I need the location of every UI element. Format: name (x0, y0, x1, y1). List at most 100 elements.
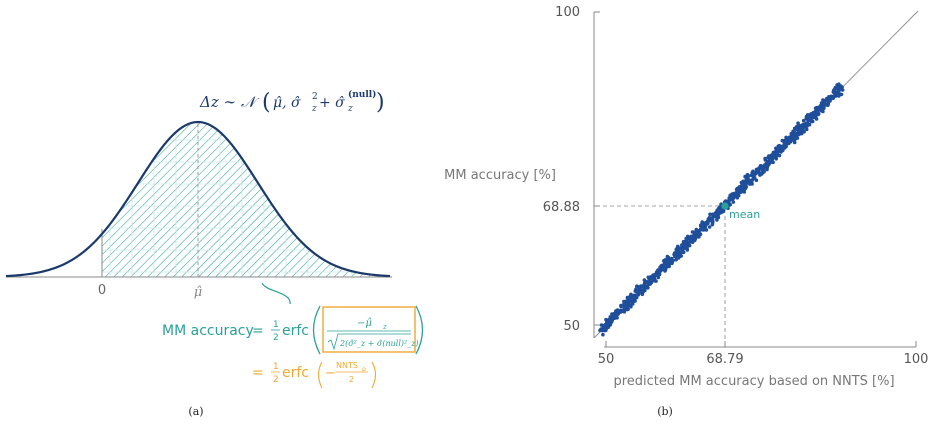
scatter-point (710, 215, 715, 220)
scatter-point (633, 295, 638, 299)
nnts-num: NNTS (336, 361, 358, 370)
scatter-point (763, 156, 767, 161)
scatter-point (743, 174, 747, 179)
scatter-point (774, 147, 779, 151)
scatter-point (657, 268, 661, 273)
scatter-point (695, 230, 700, 234)
scatter-point (736, 190, 740, 195)
scatter-point (735, 195, 740, 200)
sqrt-sign (327, 333, 411, 351)
caption-b: (b) (657, 405, 673, 418)
scatter-point (765, 167, 769, 172)
x-tick-label-mean: 68.79 (706, 352, 743, 367)
scatter-point (771, 160, 775, 165)
scatter-point (663, 269, 667, 273)
caption-a: (a) (188, 405, 203, 418)
scatter-point (676, 256, 681, 260)
scatter-point (611, 315, 616, 319)
frac-num-sub: z (382, 323, 387, 331)
scatter-point (839, 92, 844, 97)
scatter-point (622, 310, 627, 314)
equation-plus: + σ̂ (319, 95, 345, 111)
scatter-point (642, 278, 647, 282)
half-num-1: 1 (273, 320, 279, 330)
paren-right-2 (371, 361, 377, 389)
panel-b: 100 68.88 50 MM accuracy [%] 50 68.79 10… (444, 5, 928, 418)
scatter-point (624, 304, 628, 308)
scatter-point (807, 116, 812, 121)
scatter-point (742, 190, 747, 194)
scatter-point (804, 127, 809, 132)
scatter-point (793, 132, 797, 136)
scatter-point (791, 129, 795, 134)
scatter-point (826, 101, 830, 106)
scatter-point (754, 167, 759, 172)
scatter-point (836, 85, 840, 90)
mm-accuracy-label: MM accuracy (162, 323, 254, 339)
scatter-point (633, 299, 637, 303)
scatter-point (814, 117, 819, 121)
scatter-point (810, 115, 815, 120)
equals-sign-1: = (252, 323, 264, 339)
scatter-point (700, 222, 705, 227)
scatter-point (710, 212, 715, 217)
scatter-point (734, 187, 739, 192)
frac-numerator: −μ̂ (357, 318, 372, 329)
scatter-point (616, 310, 621, 315)
scatter-point (746, 174, 751, 178)
scatter-point (673, 254, 677, 259)
half-den-2: 2 (273, 375, 279, 385)
scatter-point (782, 143, 787, 147)
scatter-point (657, 272, 662, 276)
x-tick-label-50: 50 (598, 352, 615, 367)
scatter-point (604, 328, 608, 333)
scatter-point (601, 332, 605, 337)
scatter-point (783, 139, 788, 144)
scatter-point (796, 121, 800, 125)
scatter-point (714, 213, 719, 218)
nnts-den: 2 (349, 375, 354, 384)
scatter-point (806, 119, 810, 123)
scatter-point (666, 260, 671, 265)
scatter-point (775, 152, 780, 156)
tick-mu-hat: μ̂ (194, 285, 202, 300)
scatter-point (710, 218, 715, 223)
scatter-point (820, 101, 824, 106)
scatter-point (646, 275, 651, 280)
scatter-point (642, 283, 646, 288)
scatter-point (612, 311, 617, 316)
half-num-2: 1 (273, 362, 279, 372)
y-tick-label-50: 50 (563, 319, 580, 334)
equation-lhs: Δz ∼ 𝒩 (199, 93, 260, 111)
scatter-point (771, 152, 776, 157)
scatter-point (739, 189, 744, 193)
scatter-point (803, 124, 808, 128)
scatter-point (835, 93, 839, 98)
panel-a: 0 μ̂ Δz ∼ 𝒩 ( μ̂, σ̂ z 2 + σ̂ z (null) )… (5, 89, 424, 418)
scatter-point (680, 242, 685, 247)
equation-z-sub-2: z (347, 104, 353, 114)
minus-sign-2: − (325, 366, 336, 381)
scatter-point (794, 135, 799, 140)
scatter-point (752, 173, 757, 177)
scatter-point (823, 103, 827, 107)
y-tick-label-100: 100 (555, 5, 580, 20)
scatter-point (831, 96, 835, 100)
scatter-point (635, 284, 639, 289)
distribution-equation: Δz ∼ 𝒩 ( μ̂, σ̂ z 2 + σ̂ z (null) ) (199, 89, 385, 115)
y-axis-title: MM accuracy [%] (444, 168, 556, 183)
scatter-point (798, 128, 802, 132)
scatter-point (820, 107, 825, 111)
scatter-point (838, 87, 843, 92)
x-tick-label-100: 100 (904, 352, 929, 367)
scatter-point (807, 122, 812, 127)
equation-open-paren: ( (262, 90, 271, 115)
scatter-point (625, 307, 629, 312)
scatter-point (685, 244, 689, 248)
probability-area (102, 122, 390, 277)
scatter-point (621, 303, 625, 308)
mean-label: mean (729, 208, 760, 221)
scatter-point (792, 140, 797, 145)
gaussian-curve (5, 120, 391, 278)
scatter-point (801, 127, 805, 132)
